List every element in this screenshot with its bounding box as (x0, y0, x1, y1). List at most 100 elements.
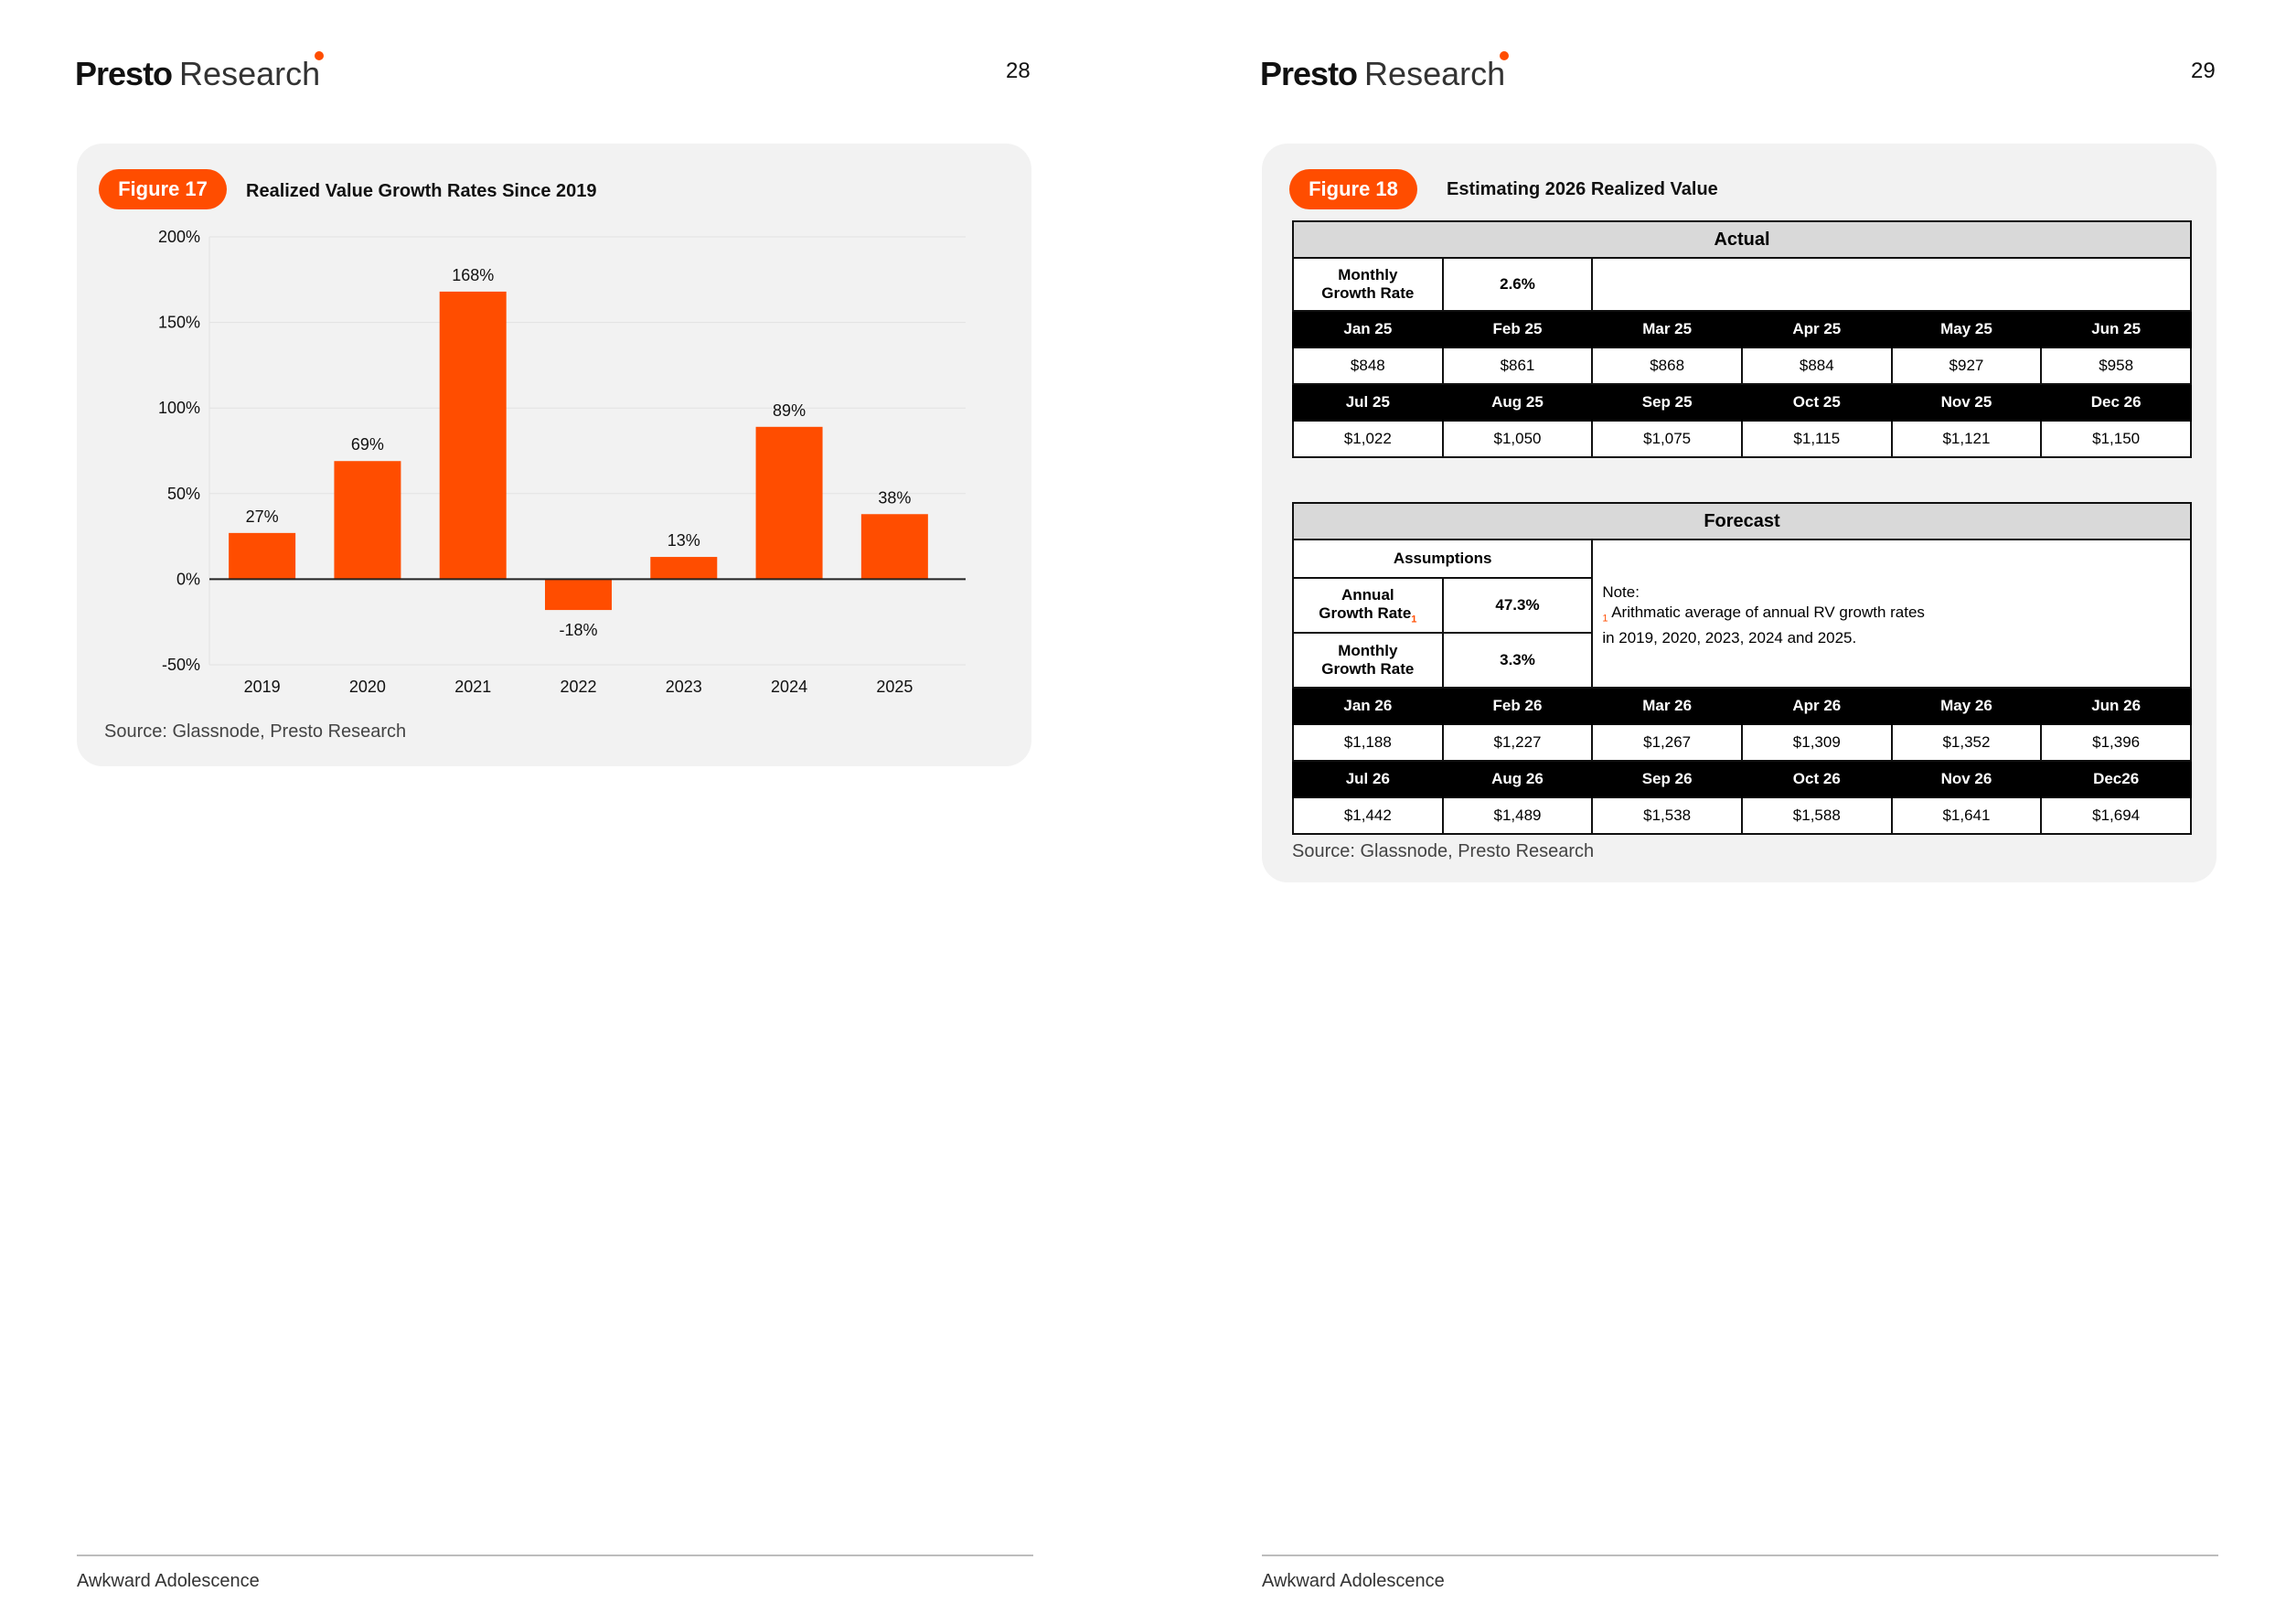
month-header-cell: Jul 26 (1292, 760, 1444, 798)
x-tick-label: 2024 (771, 678, 807, 696)
y-tick-label: 200% (158, 228, 200, 246)
value-cell: $861 (1441, 347, 1594, 385)
logo-suffix: Research (1364, 55, 1506, 92)
page-number: 28 (1006, 59, 1031, 83)
value-cell: $868 (1591, 347, 1743, 385)
actual-values-row-2: $1,022 $1,050 $1,075 $1,115 $1,121 $1,150 (1292, 420, 2192, 458)
forecast-header: Forecast (1292, 502, 2192, 540)
data-label: 69% (351, 435, 384, 454)
bar (229, 532, 296, 580)
presto-logo: Presto Research (1260, 51, 1510, 93)
logo-brand: Presto (75, 55, 173, 92)
month-header-cell: May 26 (1890, 687, 2043, 725)
forecast-monthly-growth-value: 3.3% (1441, 632, 1594, 689)
figure-badge: Figure 17 (99, 169, 227, 209)
value-cell: $1,267 (1591, 723, 1743, 762)
data-label: 168% (452, 266, 494, 284)
y-tick-label: -50% (162, 656, 200, 674)
value-cell: $1,641 (1890, 796, 2043, 835)
footer-rule (77, 1555, 1033, 1556)
bar (439, 291, 507, 580)
value-cell: $1,352 (1890, 723, 2043, 762)
value-cell: $1,050 (1441, 420, 1594, 458)
data-label: 38% (878, 488, 911, 507)
month-header-cell: Dec 26 (2040, 383, 2192, 422)
value-cell: $1,489 (1441, 796, 1594, 835)
value-cell: $884 (1740, 347, 1893, 385)
annual-growth-label-line1: Annual (1341, 585, 1394, 604)
logo-suffix: Research (179, 55, 321, 92)
actual-header: Actual (1292, 220, 2192, 259)
monthly-growth-label: Monthly Growth Rate (1292, 257, 1444, 312)
value-cell: $1,442 (1292, 796, 1444, 835)
forecast-values-row-1: $1,188 $1,227 $1,267 $1,309 $1,352 $1,396 (1292, 723, 2192, 762)
value-cell: $1,309 (1740, 723, 1893, 762)
actual-values-row-1: $848 $861 $868 $884 $927 $958 (1292, 347, 2192, 385)
bar (545, 579, 612, 611)
figure-title: Estimating 2026 Realized Value (1447, 179, 1718, 199)
value-cell: $1,150 (2040, 420, 2192, 458)
month-header-cell: Apr 26 (1740, 687, 1893, 725)
month-header-cell: Nov 26 (1890, 760, 2043, 798)
note-footnote-mark: 1 (1602, 613, 1608, 625)
logo-accent-dot (315, 51, 325, 60)
value-cell: $1,022 (1292, 420, 1444, 458)
bar (650, 557, 718, 580)
value-cell: $1,115 (1740, 420, 1893, 458)
footer-title: Awkward Adolescence (77, 1571, 260, 1591)
month-header-cell: Dec26 (2040, 760, 2192, 798)
x-tick-label: 2020 (349, 678, 386, 696)
month-header-cell: Aug 25 (1441, 383, 1594, 422)
month-header-cell: Feb 25 (1441, 310, 1594, 348)
bar (755, 426, 823, 580)
presto-logo: Presto Research (75, 51, 325, 93)
forecast-values-row-2: $1,442 $1,489 $1,538 $1,588 $1,641 $1,694 (1292, 796, 2192, 835)
value-cell: $927 (1890, 347, 2043, 385)
annual-growth-value: 47.3% (1441, 577, 1594, 634)
monthly-growth-label-line2: Growth Rate (1321, 284, 1415, 302)
x-tick-label: 2022 (560, 678, 596, 696)
note-title: Note: (1602, 583, 1640, 601)
figure-17-card: Figure 17 Realized Value Growth Rates Si… (77, 144, 1031, 766)
value-cell: $848 (1292, 347, 1444, 385)
month-header-cell: Nov 25 (1890, 383, 2043, 422)
actual-months-row-1: Jan 25 Feb 25 Mar 25 Apr 25 May 25 Jun 25 (1292, 310, 2192, 348)
growth-bar-chart: 200% 150% 100% 50% 0% -50% 27% 2019 69% 2020 168% 2… (158, 228, 966, 696)
month-header-cell: Feb 26 (1441, 687, 1594, 725)
annual-footnote-mark: 1 (1411, 614, 1417, 625)
value-cell: $1,227 (1441, 723, 1594, 762)
value-cell: $1,075 (1591, 420, 1743, 458)
month-header-cell: Jun 26 (2040, 687, 2192, 725)
month-header-cell: Jan 26 (1292, 687, 1444, 725)
value-cell: $1,188 (1292, 723, 1444, 762)
y-tick-label: 150% (158, 314, 200, 332)
data-label: -18% (559, 621, 597, 639)
right-page: Presto Research 29 Figure 18 Estimating 2… (1143, 0, 2286, 1624)
figure-source: Source: Glassnode, Presto Research (104, 721, 407, 742)
figure-source: Source: Glassnode, Presto Research (1292, 841, 1595, 861)
footer-rule (1262, 1555, 2218, 1556)
data-label: 89% (773, 401, 806, 420)
data-label: 27% (246, 508, 279, 526)
month-header-cell: Oct 25 (1740, 383, 1893, 422)
x-tick-label: 2023 (666, 678, 702, 696)
figure-badge: Figure 18 (1289, 169, 1417, 209)
forecast-monthly-growth-label: Monthly Growth Rate (1292, 632, 1444, 689)
month-header-cell: Mar 26 (1591, 687, 1743, 725)
forecast-months-row-2: Jul 26 Aug 26 Sep 26 Oct 26 Nov 26 Dec26 (1292, 760, 2192, 798)
month-header-cell: Jan 25 (1292, 310, 1444, 348)
month-header-cell: Sep 25 (1591, 383, 1743, 422)
data-label: 13% (668, 531, 700, 550)
annual-growth-label: Annual Growth Rate1 (1292, 577, 1444, 634)
x-tick-label: 2025 (876, 678, 913, 696)
logo-brand: Presto (1260, 55, 1358, 92)
month-header-cell: Jul 25 (1292, 383, 1444, 422)
x-tick-label: 2021 (454, 678, 491, 696)
forecast-table: Forecast Assumptions Note: 1 Arithmatic … (1291, 502, 2192, 835)
annual-growth-label-line2: Growth Rate (1319, 604, 1412, 622)
note-line-2: in 2019, 2020, 2023, 2024 and 2025. (1602, 629, 1857, 647)
footer-title: Awkward Adolescence (1262, 1571, 1445, 1591)
value-cell: $958 (2040, 347, 2192, 385)
logo-accent-dot (1500, 51, 1510, 60)
month-header-cell: Aug 26 (1441, 760, 1594, 798)
